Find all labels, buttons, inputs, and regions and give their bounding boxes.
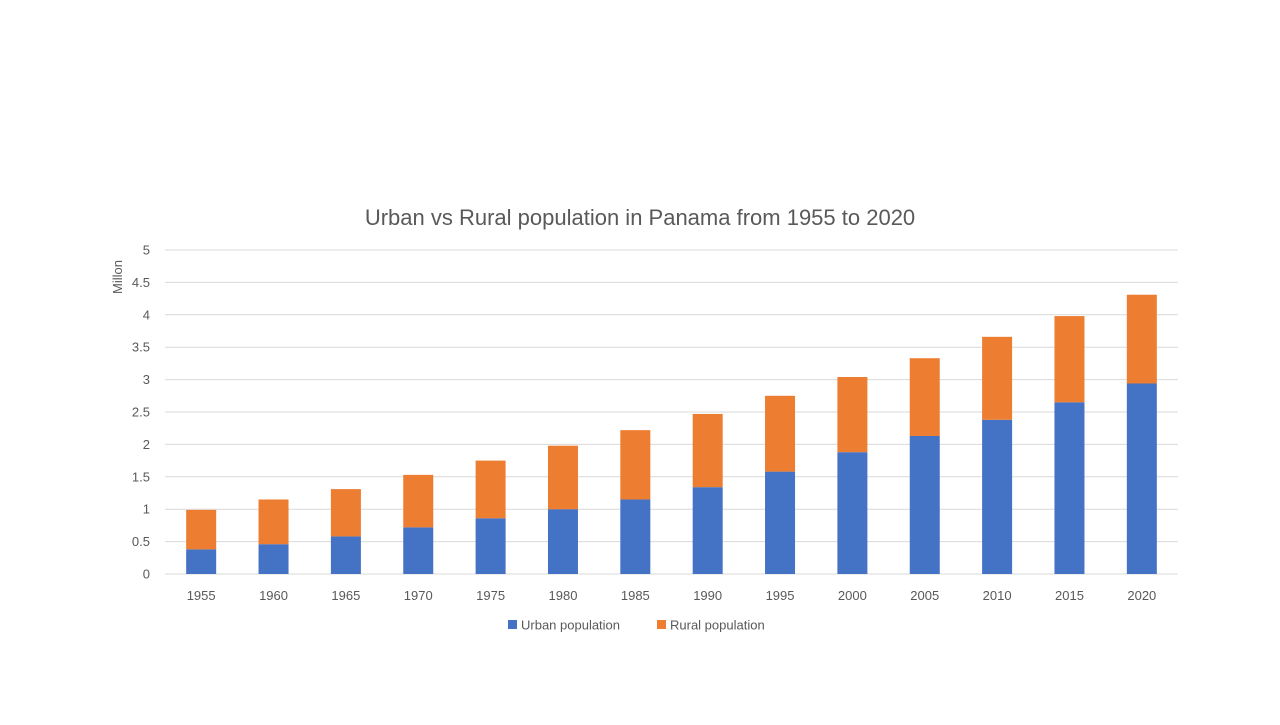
y-tick-label: 4.5 bbox=[132, 275, 150, 290]
bar-rural-1975 bbox=[475, 460, 506, 519]
bar-rural-1965 bbox=[330, 489, 361, 537]
bar-urban-2010 bbox=[982, 419, 1013, 574]
bar-rural-1970 bbox=[403, 474, 434, 528]
x-tick-label: 1985 bbox=[621, 588, 650, 603]
bars bbox=[186, 294, 1157, 574]
legend-swatch-rural bbox=[657, 620, 666, 629]
y-tick-label: 2.5 bbox=[132, 405, 150, 420]
x-tick-label: 1960 bbox=[259, 588, 288, 603]
y-tick-label: 5 bbox=[143, 243, 150, 258]
bar-rural-1985 bbox=[620, 430, 651, 500]
bar-urban-1955 bbox=[186, 549, 217, 574]
x-tick-label: 2000 bbox=[838, 588, 867, 603]
bar-urban-1975 bbox=[475, 518, 506, 574]
bar-rural-1980 bbox=[547, 445, 578, 510]
bar-urban-2000 bbox=[837, 452, 868, 574]
y-axis-ticks: 0 0.5 1 1.5 2 2.5 3 3.5 4 4.5 5 bbox=[132, 243, 150, 582]
bar-urban-2020 bbox=[1126, 383, 1157, 574]
y-axis-title: Millon bbox=[110, 260, 125, 294]
x-tick-label: 1975 bbox=[476, 588, 505, 603]
chart-title: Urban vs Rural population in Panama from… bbox=[365, 205, 915, 230]
x-tick-label: 1980 bbox=[549, 588, 578, 603]
x-tick-label: 1995 bbox=[766, 588, 795, 603]
bar-rural-1960 bbox=[258, 499, 289, 545]
legend: Urban population Rural population bbox=[508, 618, 765, 633]
x-tick-label: 1990 bbox=[693, 588, 722, 603]
bar-rural-2015 bbox=[1054, 316, 1085, 403]
y-tick-label: 1 bbox=[143, 502, 150, 517]
bar-urban-1980 bbox=[547, 509, 578, 574]
bar-rural-1955 bbox=[186, 509, 217, 550]
bar-urban-1985 bbox=[620, 499, 651, 574]
bar-rural-2020 bbox=[1126, 294, 1157, 384]
y-tick-label: 0 bbox=[143, 567, 150, 582]
x-tick-label: 2015 bbox=[1055, 588, 1084, 603]
bar-urban-1970 bbox=[403, 527, 434, 574]
x-tick-label: 1970 bbox=[404, 588, 433, 603]
bar-rural-1990 bbox=[692, 413, 723, 488]
bar-rural-2010 bbox=[982, 336, 1013, 420]
bar-rural-2000 bbox=[837, 377, 868, 453]
gridlines bbox=[165, 249, 1178, 575]
y-tick-label: 3 bbox=[143, 372, 150, 387]
legend-label-urban: Urban population bbox=[521, 618, 620, 633]
x-tick-label: 1965 bbox=[331, 588, 360, 603]
x-tick-label: 2005 bbox=[910, 588, 939, 603]
bar-urban-1965 bbox=[330, 536, 361, 574]
y-tick-label: 3.5 bbox=[132, 340, 150, 355]
x-axis-ticks: 1955 1960 1965 1970 1975 1980 1985 1990 1995 2000… bbox=[187, 588, 1157, 603]
bar-urban-1960 bbox=[258, 544, 289, 574]
x-tick-label: 1955 bbox=[187, 588, 216, 603]
bar-urban-2005 bbox=[909, 435, 940, 574]
legend-swatch-urban bbox=[508, 620, 517, 629]
y-tick-label: 2 bbox=[143, 437, 150, 452]
bar-rural-2005 bbox=[909, 358, 940, 436]
bar-urban-1990 bbox=[692, 487, 723, 574]
bar-rural-1995 bbox=[765, 395, 796, 472]
bar-urban-2015 bbox=[1054, 402, 1085, 574]
y-tick-label: 4 bbox=[143, 307, 150, 322]
legend-label-rural: Rural population bbox=[670, 618, 765, 633]
bar-urban-1995 bbox=[765, 471, 796, 574]
x-tick-label: 2020 bbox=[1127, 588, 1156, 603]
y-tick-label: 0.5 bbox=[132, 534, 150, 549]
x-tick-label: 2010 bbox=[983, 588, 1012, 603]
y-tick-label: 1.5 bbox=[132, 469, 150, 484]
